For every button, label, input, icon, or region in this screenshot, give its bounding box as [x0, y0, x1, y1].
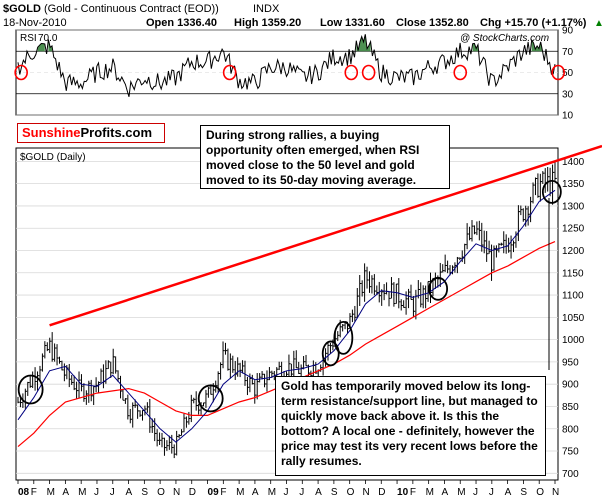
logo-part-1: Sunshine: [22, 125, 81, 140]
month-label: 08: [18, 487, 30, 498]
watermark-text: @ StockCharts.com: [460, 33, 549, 44]
rsi-overbought-fill: [531, 40, 543, 52]
price-tick-label: 950: [562, 357, 579, 368]
rsi-highlight-circle: [14, 64, 28, 81]
price-tick-label: 1350: [562, 179, 585, 190]
month-label: M: [426, 487, 434, 498]
month-label: S: [141, 487, 148, 498]
price-tick-label: 1050: [562, 313, 585, 324]
rsi-highlight-circle: [551, 64, 565, 81]
month-label: M: [268, 487, 276, 498]
rsi-highlight-circle: [361, 64, 376, 81]
month-label: J: [110, 487, 115, 498]
month-label: F: [410, 487, 416, 498]
month-label: N: [552, 487, 559, 498]
price-tick-label: 1150: [562, 268, 584, 279]
price-highlight-circle: [17, 374, 44, 405]
change-up-arrow-icon: ▲: [594, 18, 602, 29]
price-tick-label: 1250: [562, 224, 585, 235]
month-label: O: [536, 487, 544, 498]
month-label: F: [220, 487, 226, 498]
month-label: J: [94, 487, 99, 498]
month-label: D: [378, 487, 385, 498]
price-tick-label: 1000: [562, 335, 585, 346]
price-panel-label: $GOLD (Daily): [20, 152, 86, 163]
sunshine-profits-logo: SunshineProfits.com: [17, 123, 165, 143]
price-highlight-circle: [428, 276, 449, 301]
rally-annotation: During strong rallies, a buying opportun…: [200, 125, 450, 189]
month-label: 09: [208, 487, 220, 498]
month-label: J: [489, 487, 494, 498]
header-high: High 1359.20: [234, 17, 301, 29]
month-label: J: [473, 487, 478, 498]
price-tick-label: 900: [562, 380, 579, 391]
month-label: N: [362, 487, 369, 498]
month-label: 10: [397, 487, 409, 498]
month-label: A: [505, 487, 512, 498]
rsi-tick-label: 70: [562, 47, 574, 58]
month-label: A: [62, 487, 69, 498]
price-tick-label: 700: [562, 469, 579, 480]
header-date: 18-Nov-2010: [3, 17, 67, 29]
price-highlight-circle: [541, 179, 562, 204]
resistance-trendline: [49, 144, 602, 327]
rsi-tick-label: 50: [562, 68, 574, 79]
month-label: O: [157, 487, 165, 498]
header-exchange: INDX: [253, 3, 280, 15]
rsi-overbought-fill: [48, 39, 52, 52]
price-tick-label: 850: [562, 402, 579, 413]
rsi-tick-label: 30: [562, 89, 574, 100]
price-highlight-circle: [321, 340, 340, 367]
month-label: M: [457, 487, 465, 498]
header-change: Chg +15.70 (+1.17%): [480, 17, 587, 29]
price-tick-label: 750: [562, 447, 579, 458]
rsi-gridlines: [16, 29, 558, 116]
month-label: S: [331, 487, 338, 498]
price-tick-label: 1300: [562, 201, 585, 212]
month-label: M: [78, 487, 86, 498]
month-label: M: [47, 487, 55, 498]
month-axis: 08 F M A M J J A S O N D 09 F M A M J J A S O N D 10 F M A M J J A S O N: [17, 480, 559, 498]
month-label: A: [252, 487, 259, 498]
price-tick-label: 1100: [562, 291, 584, 302]
price-highlight-circle: [197, 384, 224, 413]
logo-part-2: Profits.com: [80, 125, 153, 140]
month-label: J: [284, 487, 289, 498]
month-label: A: [126, 487, 133, 498]
bottom-annotation: Gold has temporarily moved below its lon…: [275, 376, 546, 476]
rsi-highlight-circle: [344, 64, 359, 81]
ma-short-line: [17, 189, 556, 443]
header-open: Open 1336.40: [146, 17, 217, 29]
header-symbol: $GOLD: [3, 3, 41, 15]
rsi-axis-ticks: 90 70 50 30 10: [562, 26, 574, 122]
rsi-highlight-circle: [222, 64, 237, 81]
month-label: D: [189, 487, 196, 498]
rsi-tick-label: 10: [562, 111, 574, 122]
price-highlight-circle: [333, 320, 354, 355]
month-label: F: [31, 487, 37, 498]
price-tick-label: 1400: [562, 157, 585, 168]
rsi-value-label: 70.0: [38, 33, 58, 44]
month-label: A: [315, 487, 322, 498]
header-low: Low 1331.60: [320, 17, 385, 29]
month-label: N: [173, 487, 180, 498]
rsi-line: [17, 34, 556, 97]
header-close: Close 1352.80: [396, 17, 469, 29]
header-description: (Gold - Continuous Contract (EOD)): [44, 3, 219, 15]
month-label: M: [236, 487, 244, 498]
price-tick-label: 1200: [562, 246, 585, 257]
rsi-tick-label: 90: [562, 26, 574, 37]
month-label: J: [299, 487, 304, 498]
price-axis-ticks: 1400 1350 1300 1250 1200 1150 1100 1050 1000 950 9…: [562, 157, 585, 480]
month-label: O: [347, 487, 355, 498]
month-label: S: [520, 487, 527, 498]
month-label: A: [441, 487, 448, 498]
rsi-label: RSI: [20, 33, 37, 44]
price-highlight-circles: [17, 179, 562, 413]
rsi-highlight-circle: [453, 64, 468, 81]
price-tick-label: 800: [562, 424, 579, 435]
rsi-highlight-circles: [14, 64, 565, 81]
